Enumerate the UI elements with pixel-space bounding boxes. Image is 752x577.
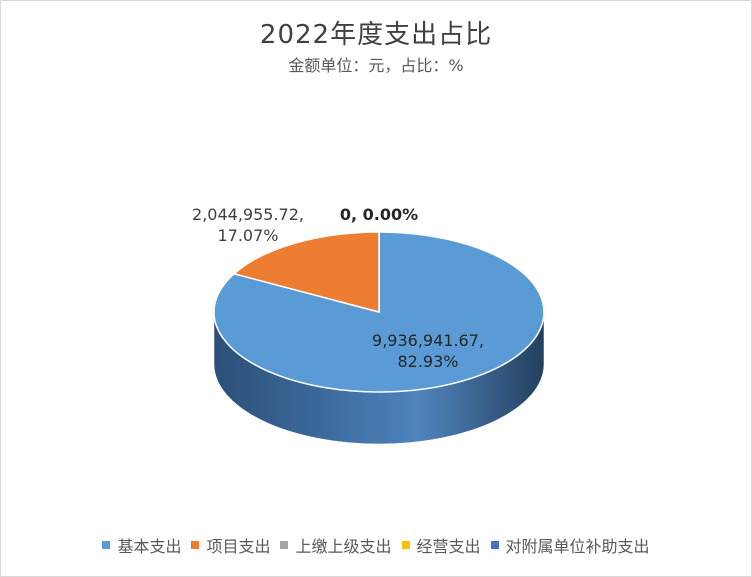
legend-swatch xyxy=(102,541,111,549)
legend-label: 项目支出 xyxy=(206,537,271,556)
data-label-project-value: 2,044,955.72, xyxy=(192,205,304,224)
legend-label: 对附属单位补助支出 xyxy=(505,537,650,556)
legend-item-operating: 经营支出 xyxy=(401,533,481,557)
legend-swatch xyxy=(280,541,289,549)
chart-title: 2022年度支出占比 xyxy=(259,20,493,50)
legend-item-project: 项目支出 xyxy=(191,533,270,557)
pie-slice-1 xyxy=(232,231,380,313)
data-label-basic-value: 9,936,941.67, xyxy=(372,331,484,350)
chart-subtitle: 金额单位：元，占比：% xyxy=(288,56,464,75)
legend-swatch xyxy=(401,541,410,549)
legend-label: 基本支出 xyxy=(117,537,182,556)
legend-swatch xyxy=(490,541,499,549)
data-label-project-percent: 17.07% xyxy=(217,226,278,245)
data-label-zero: 0, 0.00% xyxy=(340,205,418,224)
data-label-basic-percent: 82.93% xyxy=(397,352,458,371)
legend-item-remit: 上缴上级支出 xyxy=(280,533,392,557)
legend-label: 经营支出 xyxy=(416,537,481,556)
legend-item-basic: 基本支出 xyxy=(102,533,181,557)
legend-item-subsidy: 对附属单位补助支出 xyxy=(490,533,650,557)
chart-legend: 基本支出 项目支出 上缴上级支出 经营支出 对附属单位补助支出 xyxy=(0,533,752,557)
legend-label: 上缴上级支出 xyxy=(295,537,392,556)
legend-swatch xyxy=(191,541,200,549)
